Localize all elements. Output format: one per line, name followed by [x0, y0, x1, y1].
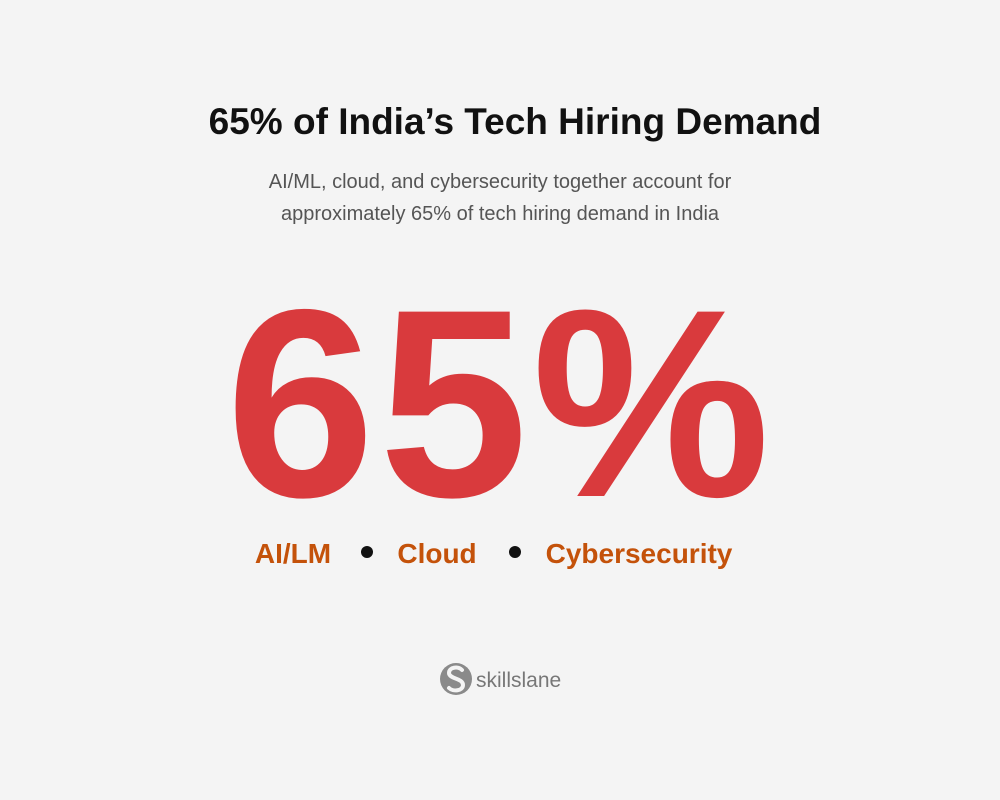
logo-glyph: [446, 665, 466, 693]
stat-item: Cloud: [397, 538, 476, 569]
subtitle-line: approximately 65% of tech hiring demand …: [281, 203, 720, 225]
big-stat: 65%: [226, 253, 774, 553]
subtitle-line: AI/ML, cloud, and cybersecurity together…: [269, 171, 732, 193]
title: 65% of India’s Tech Hiring Demand: [209, 101, 822, 142]
brand-name: skillslane: [476, 669, 561, 692]
bullet: [509, 546, 521, 558]
bullet: [361, 546, 373, 558]
stat-item: Cybersecurity: [546, 538, 733, 569]
stat-item: AI/LM: [255, 538, 331, 569]
brand-logo: [440, 663, 472, 695]
